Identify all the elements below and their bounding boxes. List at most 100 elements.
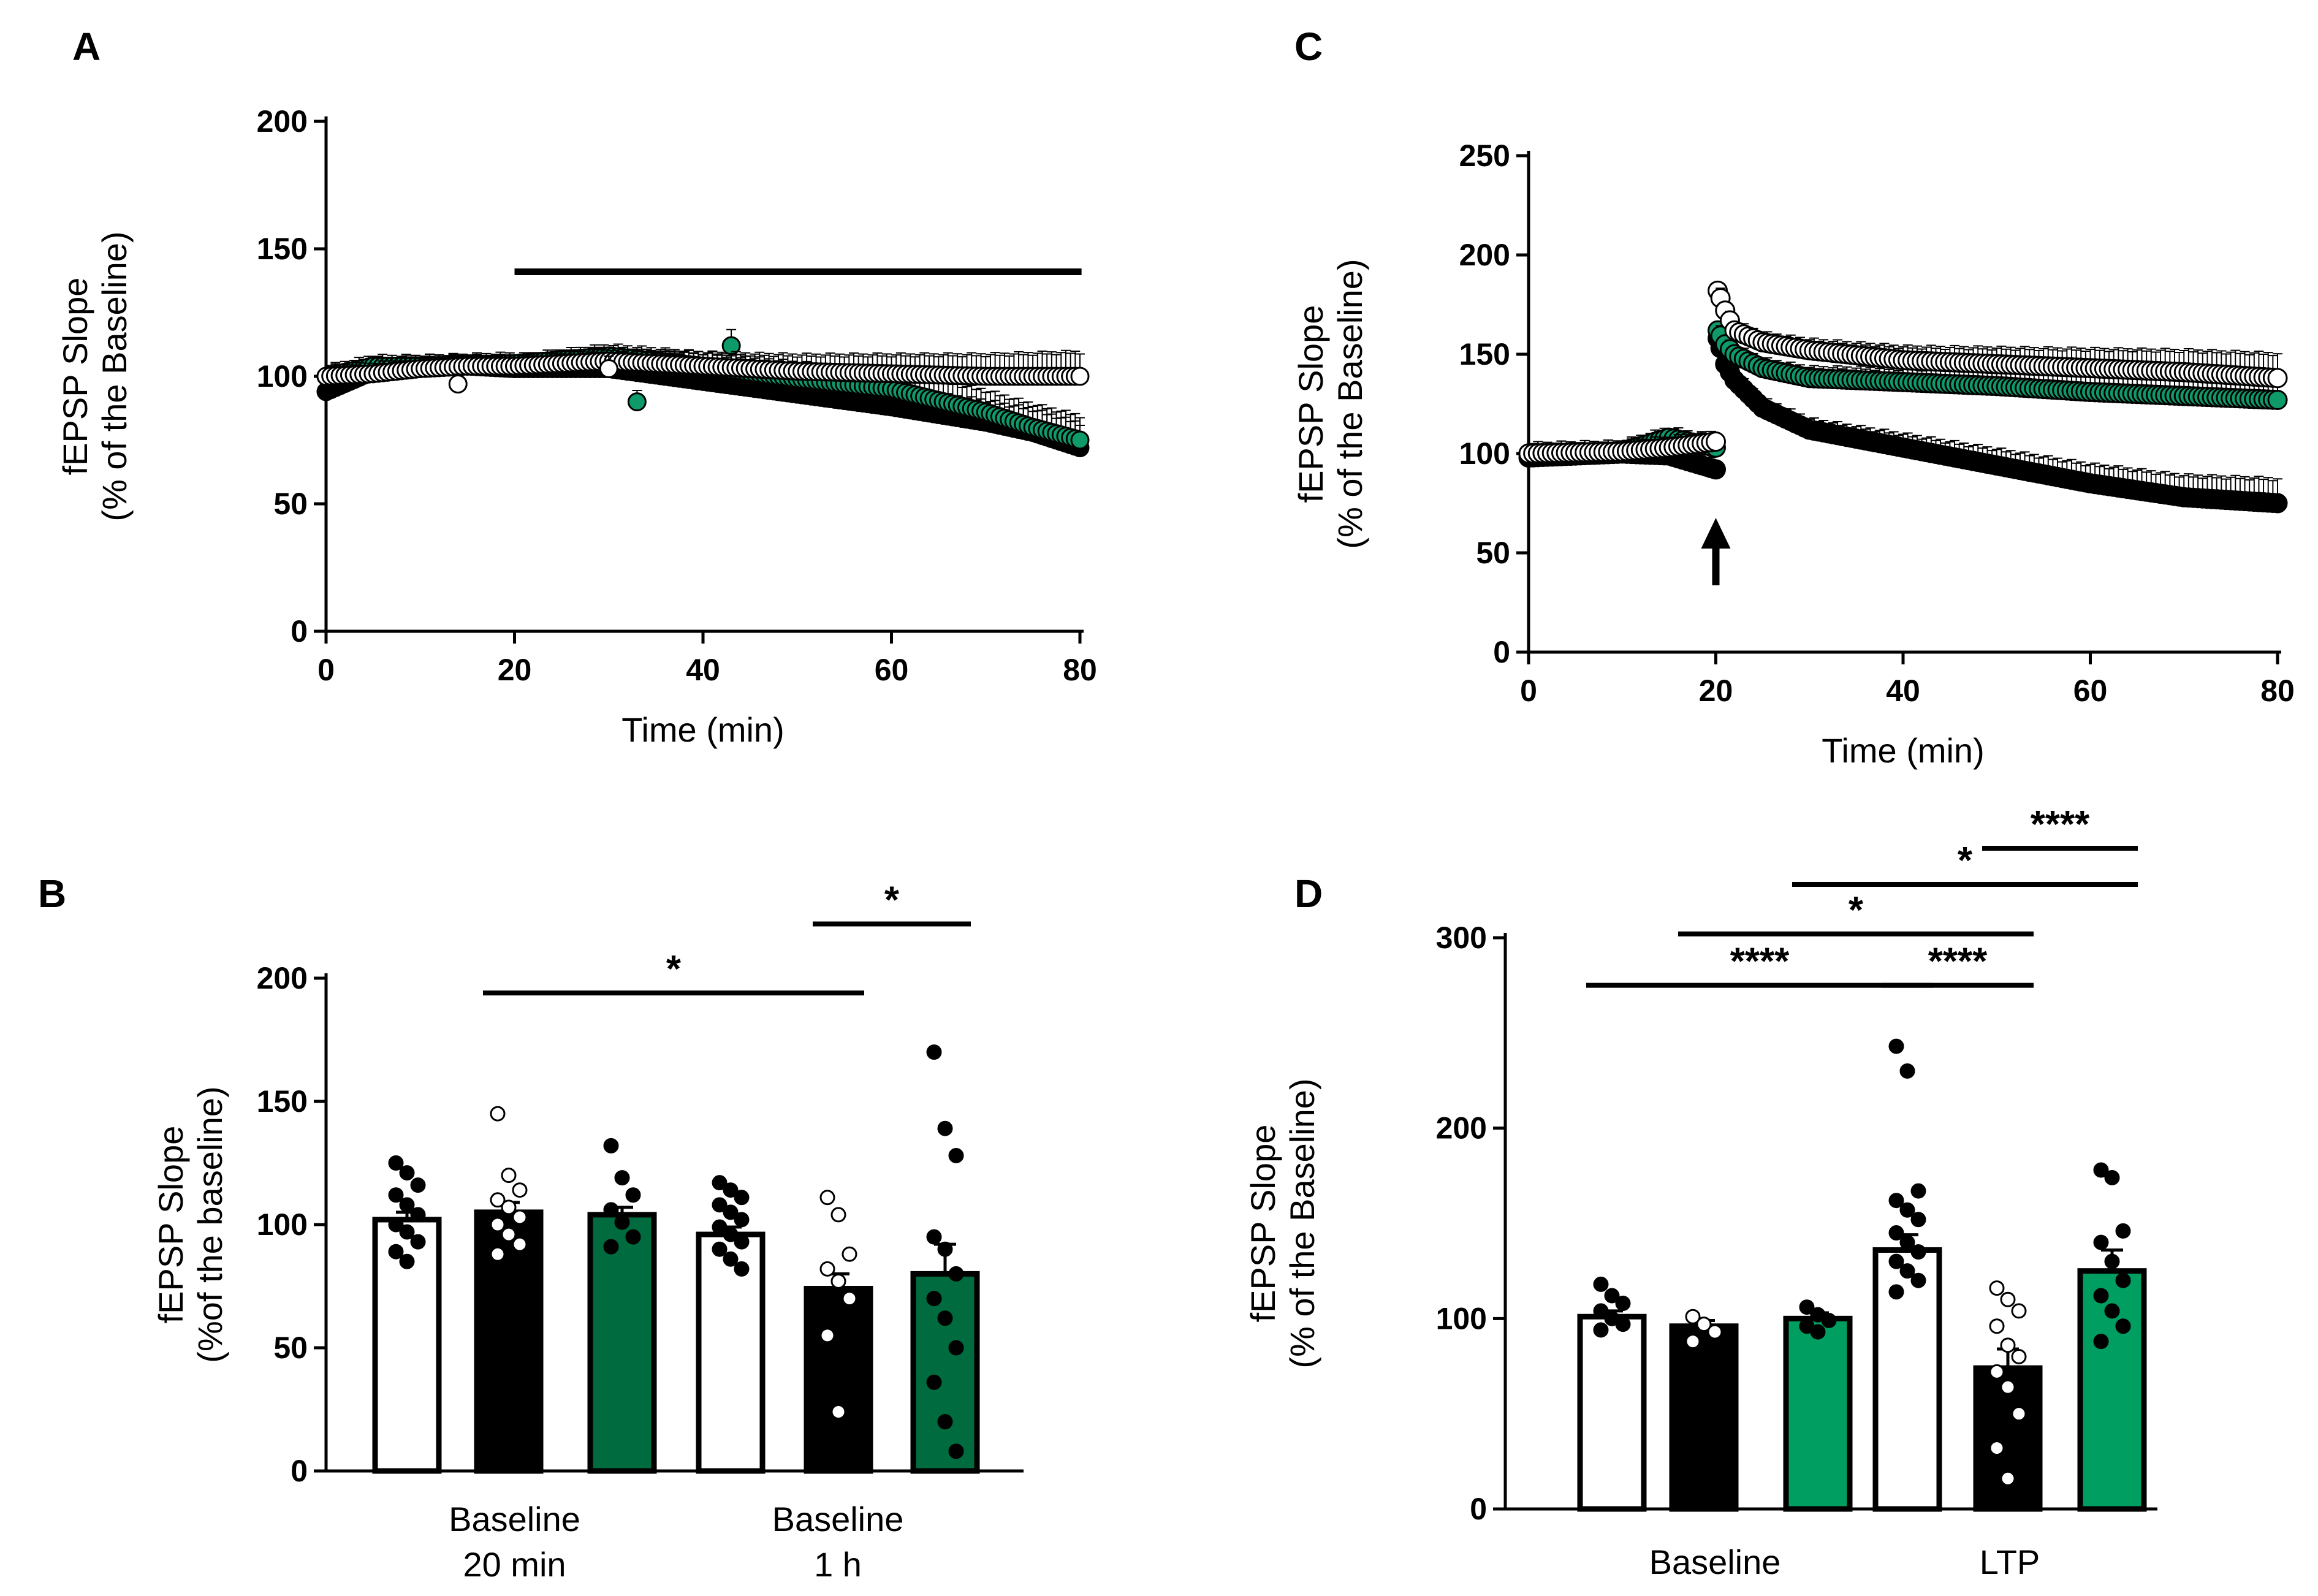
panel-b-bar-dot xyxy=(842,1291,857,1307)
panel-c-y-tick-label: 150 xyxy=(1459,337,1510,371)
panel-d-bar-dot xyxy=(1615,1317,1631,1332)
panel-b-bar-dot xyxy=(937,1310,953,1326)
panel-d-bar-dot xyxy=(1593,1303,1609,1319)
panel-b-y-tick-label: 0 xyxy=(291,1454,308,1488)
panel-c-x-tick-label: 60 xyxy=(2073,674,2108,708)
panel-b-bar-dot xyxy=(399,1224,415,1240)
panel-b-bar-dot xyxy=(388,1187,404,1203)
panel-d-bar-dot xyxy=(1685,1309,1701,1324)
panel-a-y-tick-label: 50 xyxy=(273,487,308,521)
panel-c-point-black xyxy=(1706,459,1726,480)
panel-b-bar-dot xyxy=(512,1236,528,1252)
panel-d-bar-dot xyxy=(2011,1406,2027,1422)
panel-d-bar-dot xyxy=(1799,1299,1815,1315)
panel-b-bar-dot xyxy=(388,1155,404,1171)
panel-b-bar-dot xyxy=(501,1226,517,1242)
panel-b-bar-dot xyxy=(723,1226,739,1242)
panel-b-bar-dot xyxy=(734,1234,750,1250)
panel-b-y-tick-label: 100 xyxy=(257,1207,308,1242)
panel-b-bar-dot xyxy=(603,1239,619,1255)
panel-b-bar xyxy=(474,1209,544,1474)
panel-d-significance-label: * xyxy=(1958,840,1973,882)
panel-letter-a: A xyxy=(72,25,101,69)
panel-d-bar-dot xyxy=(1888,1284,1904,1300)
panel-b-bar-dot xyxy=(712,1219,728,1235)
panel-c-y-tick-label: 50 xyxy=(1476,536,1510,570)
panel-b-bar-dot xyxy=(712,1175,728,1191)
panel-a-y-tick-label: 200 xyxy=(257,104,308,139)
panel-b-y-title-line1: fEPSP Slope xyxy=(151,1126,190,1324)
panel-d-bar-dot xyxy=(1910,1272,1926,1288)
panel-b-bar-dot xyxy=(842,1246,857,1262)
panel-c-x-title: Time (min) xyxy=(1822,731,1984,770)
panel-d-y-tick-label: 300 xyxy=(1436,921,1487,955)
panel-b-group-label-line2: 1 h xyxy=(814,1545,862,1584)
panel-d-bar-dot xyxy=(2000,1470,2016,1486)
panel-d-y-tick-label: 100 xyxy=(1436,1301,1487,1336)
panel-b-bar-dot xyxy=(830,1273,846,1289)
panel-b-group-label-line1: Baseline xyxy=(449,1500,580,1538)
panel-d-bar-dot xyxy=(1593,1276,1609,1292)
panel-letter-c: C xyxy=(1294,25,1323,69)
panel-b-y-title-line2: (%of the baseline) xyxy=(191,1086,229,1362)
panel-d-bar xyxy=(1872,1247,1942,1512)
panel-d-bar-dot xyxy=(1910,1212,1926,1228)
panel-b-bar-dot xyxy=(948,1266,964,1282)
panel-b-bar-dot xyxy=(830,1404,846,1420)
panel-c-series-white xyxy=(1518,280,2288,464)
panel-a-x-tick-label: 80 xyxy=(1063,653,1097,687)
panel-d-group-label: Baseline xyxy=(1649,1543,1781,1581)
panel-b-bar-dot xyxy=(388,1244,404,1260)
panel-b-bar-dot xyxy=(723,1251,739,1267)
panel-b-bar-dot xyxy=(937,1241,953,1257)
panel-b-y-tick-label: 200 xyxy=(257,961,308,995)
panel-d-bar-dot xyxy=(1707,1324,1723,1340)
panel-d-bar-dot xyxy=(2000,1291,2016,1307)
panel-d-y-title-line1: fEPSP Slope xyxy=(1244,1125,1282,1323)
panel-d-bar-dot xyxy=(1989,1440,2005,1456)
panel-b-bar-dot xyxy=(501,1199,517,1215)
panel-b-bar xyxy=(696,1231,766,1474)
panel-d-bar-dot xyxy=(1989,1364,2005,1380)
panel-a-x-title: Time (min) xyxy=(621,710,784,749)
panel-b-significance-label: * xyxy=(884,880,900,922)
panel-letter-d: D xyxy=(1294,872,1323,916)
panel-b-y-tick-label: 150 xyxy=(257,1084,308,1119)
panel-b-bar-dot xyxy=(399,1253,415,1269)
panel-b-bar-dot xyxy=(410,1234,426,1250)
panel-a-x-tick-label: 40 xyxy=(686,653,720,687)
panel-d-bar-dot xyxy=(2011,1303,2027,1319)
panel-b-bar-dot xyxy=(830,1207,846,1223)
panel-b-bar-dot xyxy=(937,1120,953,1136)
panel-a-y-tick-label: 150 xyxy=(257,232,308,266)
panel-d-bar-dot xyxy=(1899,1063,1915,1079)
panel-b-bar xyxy=(587,1212,657,1474)
panel-b-bar-dot xyxy=(490,1217,506,1233)
panel-d-bar-dot xyxy=(2093,1162,2109,1178)
panel-a-point-white xyxy=(448,374,468,393)
panel-c-point-black xyxy=(2267,493,2288,514)
panel-d-bar-dot xyxy=(1888,1253,1904,1269)
panel-a-y-title-line1: fEPSP Slope xyxy=(56,278,94,476)
panel-a-y-tick-label: 100 xyxy=(257,359,308,393)
panel-c-x-tick-label: 40 xyxy=(1886,674,1920,708)
panel-b-bar-dot xyxy=(614,1170,630,1186)
panel-d-bar-dot xyxy=(1899,1263,1915,1279)
panel-d-bar-dot xyxy=(2093,1334,2109,1350)
panel-b-bar-dot xyxy=(388,1217,404,1233)
panel-b-bar-dot xyxy=(723,1204,739,1220)
panel-b-bar-dot xyxy=(948,1443,964,1459)
panel-c-x-tick-label: 0 xyxy=(1520,674,1537,708)
panel-b-bar-dot xyxy=(490,1106,506,1122)
panel-c: 0 50 100 150 200 250 0 20 40 60 80 Time (min) fEPSP … xyxy=(1291,139,2295,770)
panel-d-bar-dot xyxy=(2093,1288,2109,1304)
panel-b-bar-dot xyxy=(723,1182,739,1198)
panel-letter-b: B xyxy=(38,872,66,916)
panel-a-series-white xyxy=(316,348,1090,393)
panel-b-bar-dot xyxy=(926,1229,942,1245)
panel-d-bar-dot xyxy=(1821,1312,1837,1328)
panel-a: 0 50 100 150 200 0 20 40 60 80 Time (min) fEPSP Slo… xyxy=(56,104,1097,749)
panel-c-y-tick-label: 200 xyxy=(1459,238,1510,272)
panel-c-y-tick-label: 100 xyxy=(1459,436,1510,471)
panel-c-point-white xyxy=(1706,431,1726,452)
